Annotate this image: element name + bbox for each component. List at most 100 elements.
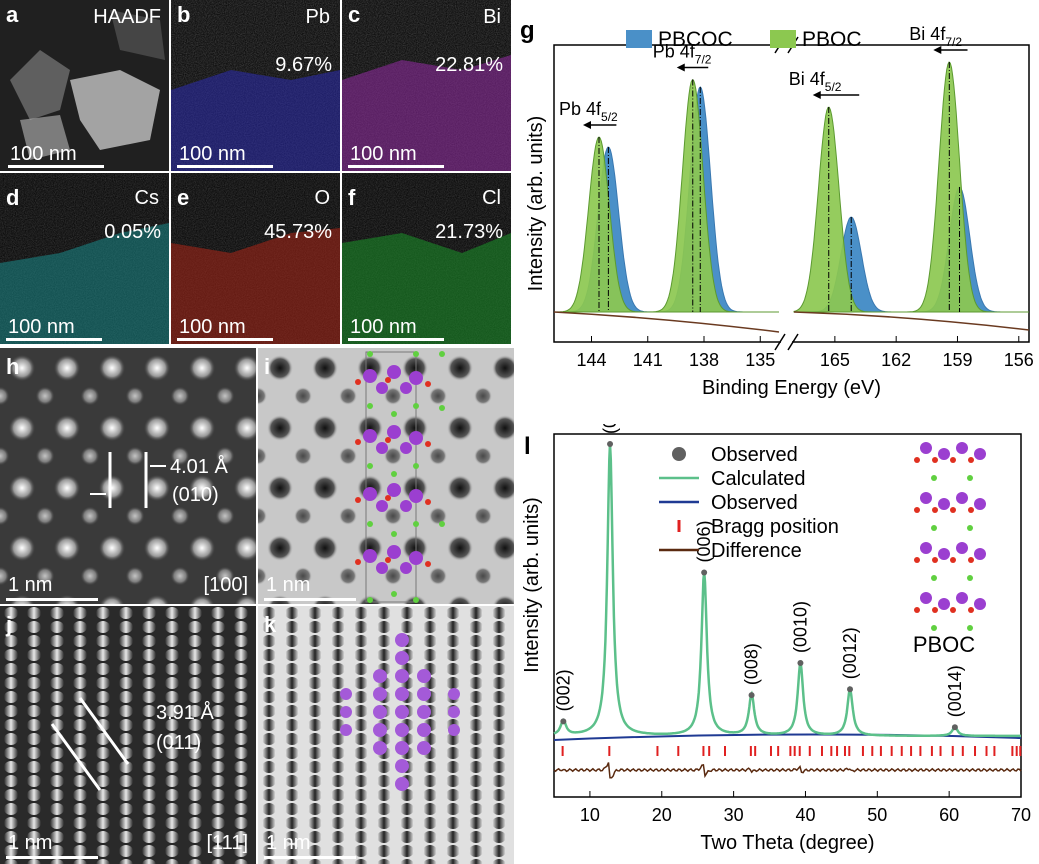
observed-point [701,569,708,576]
observed-point [951,724,958,731]
o-atom [968,607,974,613]
atomic-percent: 22.81% [435,54,503,76]
scale-text: 1 nm [8,832,53,854]
x-tick-label: 70 [1011,805,1031,825]
crystal-structure-overlay [340,633,460,791]
scale-bar [8,165,104,168]
x-tick-label: 141 [633,350,663,370]
bi-atom [938,598,950,610]
o-atom [914,607,920,613]
panel-j-stem: j 3.91 Å (011) 1 nm [111] [0,606,256,864]
panel-label-b: b [177,2,191,27]
stem-lattice-h [0,348,256,604]
hkl-label: (008) [742,643,762,685]
legend-label: Calculated [711,468,806,490]
o-atom [968,557,974,563]
cs-map [0,173,169,344]
peak-label: Bi 4f7/2 [909,24,962,49]
hkl-label: (002) [553,669,573,711]
x-axis-title: Two Theta (degree) [700,832,874,854]
bi-map [342,0,511,171]
bi-atom [920,592,932,604]
scale-text: 100 nm [350,316,417,338]
legend-swatch [770,30,796,48]
panel-b-pb: b Pb 9.67% 100 nm [171,0,340,171]
cl-atom [931,475,937,481]
zone-axis: [100] [203,574,248,596]
axis-break-mark [787,333,799,351]
plot-area: (002) (004) (006) (008) (0010) (0012) (0014) 10… [521,424,1031,854]
plot-area: Pb 4f5/2 Pb 4f7/2 Bi 4f5/2 Bi 4f7/2 PBCOC PBO… [525,24,1034,399]
hkl-label: (0014) [945,665,965,717]
o-map [171,173,340,344]
o-atom [914,507,920,513]
d-spacing: 3.91 Å [156,702,214,724]
o-atom [932,457,938,463]
bi-atom [974,448,986,460]
atomic-percent: 45.73% [264,221,332,243]
zone-axis: [111] [206,832,248,854]
scale-bar [177,338,273,341]
o-atom [968,507,974,513]
panel-d-cs: d Cs 0.05% 100 nm [0,173,169,344]
haadf-image [0,0,169,171]
x-tick-label: 138 [689,350,719,370]
bi-atom [956,442,968,454]
o-atom [932,507,938,513]
scale-text: 1 nm [266,832,311,854]
bi-atom [938,448,950,460]
scale-text: 100 nm [179,316,246,338]
x-tick-label: 162 [881,350,911,370]
scale-bar [6,598,98,601]
scale-text: 1 nm [8,574,53,596]
y-axis-title: Intensity (arb. units) [521,497,543,673]
cl-atom [931,525,937,531]
stem-lattice-i [258,348,514,604]
legend-label: Observed [711,492,798,514]
haadf-title: HAADF [93,6,161,28]
shift-arrowhead [812,91,821,99]
background-line [553,733,1022,741]
atomic-percent: 0.05% [104,221,161,243]
element-name: O [314,187,330,209]
pb-map [171,0,340,171]
y-axis-title: Intensity (arb. units) [525,116,547,292]
legend-label: PBOC [802,28,862,51]
inset-structure [914,442,986,631]
element-name: Cs [134,187,159,209]
axis-break [781,338,792,346]
scale-bar [177,165,273,168]
lattice-plane: (011) [156,732,202,754]
bi-atom [974,598,986,610]
o-atom [950,457,956,463]
peak-label: Pb 4f5/2 [559,99,618,124]
observed-point [797,660,804,666]
o-atom [932,557,938,563]
cl-atom [967,475,973,481]
atomic-percent: 9.67% [275,54,332,76]
panel-c-bi: c Bi 22.81% 100 nm [342,0,511,171]
bi-atom [974,498,986,510]
peak-label: Bi 4f5/2 [789,69,842,94]
scale-bar [348,338,444,341]
pboc-peak [554,79,779,313]
element-name: Bi [483,6,501,28]
x-tick-label: 40 [795,805,815,825]
cl-atom [967,625,973,631]
x-tick-label: 60 [939,805,959,825]
scale-bar [264,598,356,601]
bi-atom [938,548,950,560]
hkl-label: (004) [600,424,620,434]
panel-label-h: h [6,354,20,379]
panel-label-a: a [6,2,19,27]
d-spacing: 4.01 Å [170,456,228,478]
hkl-label: (0010) [790,601,810,653]
bi-atom [938,498,950,510]
o-atom [950,557,956,563]
x-tick-label: 20 [652,805,672,825]
panel-e-o: e O 45.73% 100 nm [171,173,340,344]
x-axis-title: Binding Energy (eV) [702,377,881,399]
pboc-peak [793,61,1029,313]
peak-label: Pb 4f7/2 [653,42,712,67]
